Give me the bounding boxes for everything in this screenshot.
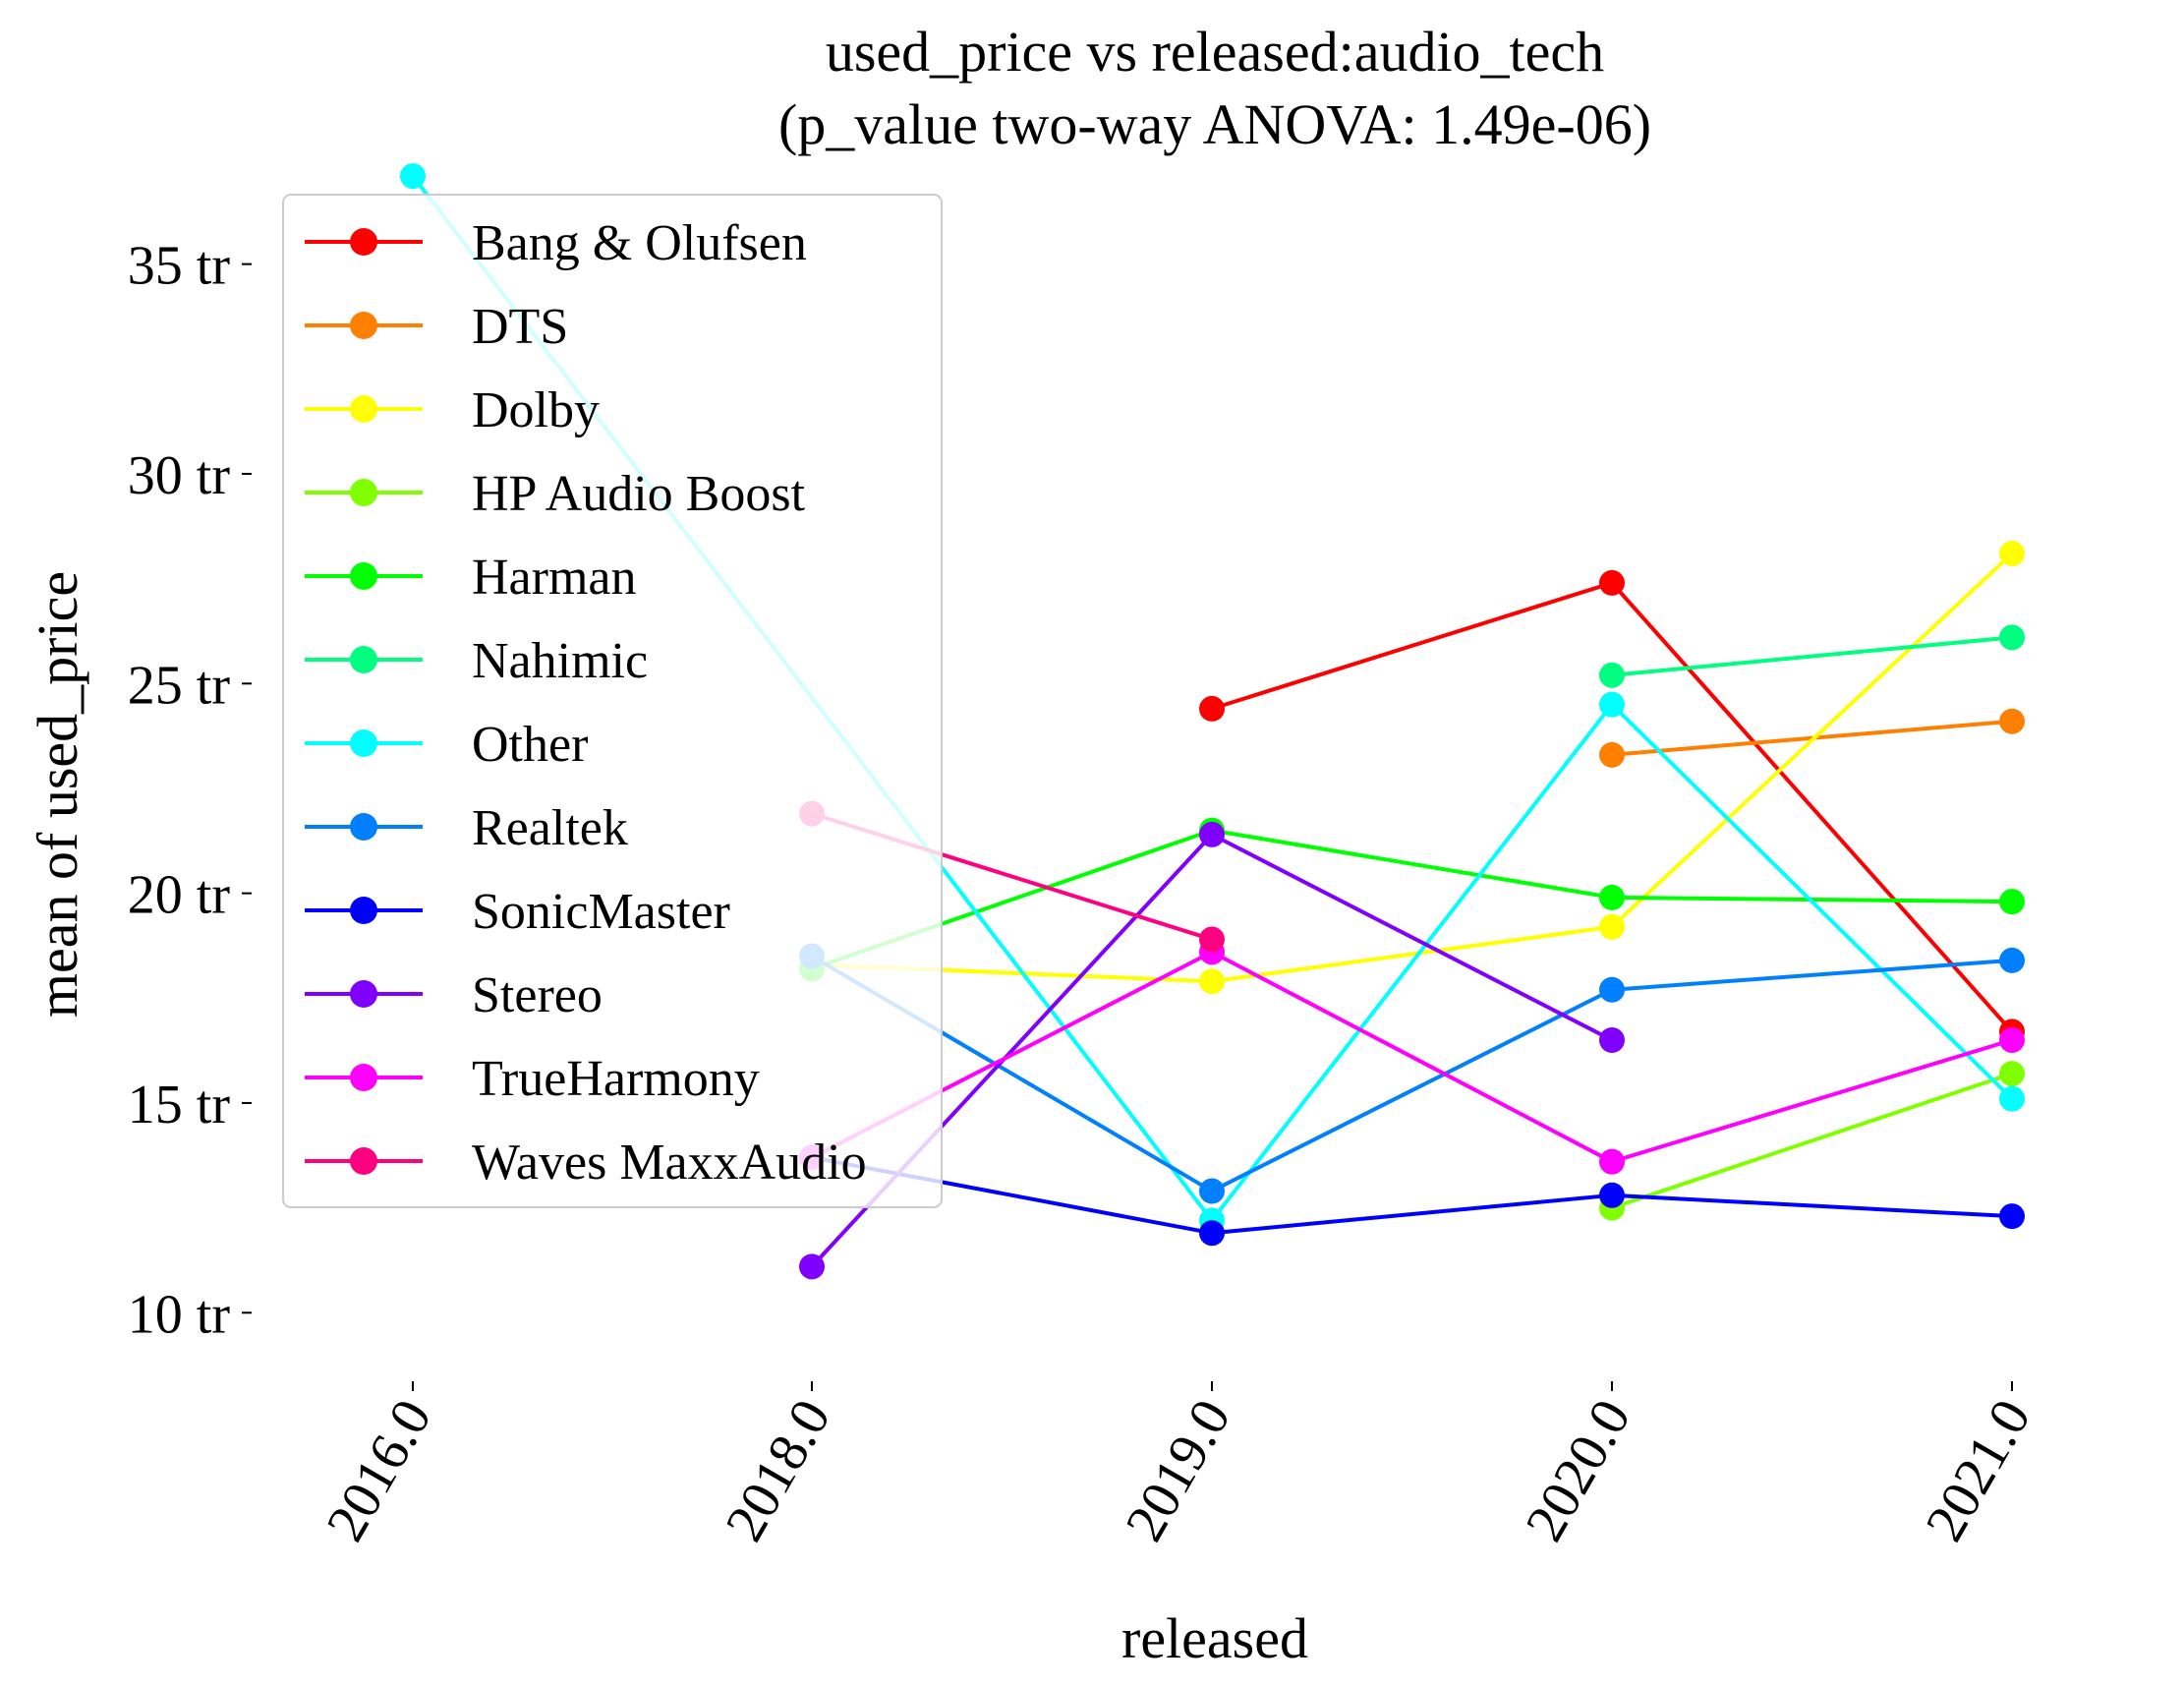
legend-label: DTS (472, 299, 568, 355)
chart-title: used_price vs released:audio_tech (826, 20, 1604, 84)
x-tick-label: 2018.0 (715, 1390, 843, 1551)
legend-item-bang-olufsen: Bang & Olufsen (305, 215, 807, 271)
legend-swatch-marker (350, 312, 377, 339)
data-point-bang-olufsen (1599, 569, 1625, 596)
data-point-nahimic (1599, 662, 1625, 688)
data-point-trueharmony (1599, 1148, 1625, 1175)
legend-item-trueharmony: TrueHarmony (305, 1051, 760, 1107)
legend-item-harman: Harman (305, 550, 636, 606)
legend-label: Realtek (472, 800, 628, 856)
data-point-sonicmaster (1599, 1182, 1625, 1208)
data-point-stereo (799, 1253, 825, 1280)
data-point-sonicmaster (1999, 1203, 2025, 1230)
legend-item-waves-maxxaudio: Waves MaxxAudio (305, 1135, 867, 1191)
legend-label: TrueHarmony (472, 1051, 760, 1107)
data-point-dolby (1199, 968, 1225, 995)
legend-label: Bang & Olufsen (472, 215, 807, 271)
legend-swatch-marker (350, 646, 377, 673)
x-tick-label: 2021.0 (1915, 1390, 2043, 1551)
data-point-hp-audio-boost (1999, 1061, 2025, 1087)
legend-label: SonicMaster (472, 884, 730, 940)
x-tick-label: 2019.0 (1115, 1390, 1243, 1551)
legend-swatch-marker (350, 813, 377, 841)
data-point-dolby (1999, 541, 2025, 567)
series-line-trueharmony (811, 950, 2013, 1164)
x-tick-label: 2016.0 (316, 1390, 444, 1551)
data-point-realtek (1599, 976, 1625, 1003)
legend-swatch-marker (350, 228, 377, 256)
data-point-waves-maxxaudio (1199, 926, 1225, 953)
data-point-stereo (1599, 1026, 1625, 1053)
data-point-realtek (1199, 1178, 1225, 1204)
legend-frame (282, 194, 943, 1208)
series-line-nahimic (1611, 635, 2013, 677)
y-axis-label: mean of used_price (26, 571, 89, 1018)
series-line-hp-audio-boost (1611, 1072, 2013, 1210)
series-line-realtek (810, 954, 2013, 1193)
series-bang-olufsen (1199, 569, 2025, 1045)
legend-swatch-marker (350, 395, 377, 423)
data-point-trueharmony (1999, 1026, 2025, 1053)
legend-swatch-marker (350, 1064, 377, 1091)
y-tick-label: 15 tr (128, 1075, 231, 1135)
chart-subtitle: (p_value two-way ANOVA: 1.49e-06) (778, 92, 1651, 156)
series-realtek (799, 943, 2025, 1204)
data-point-sonicmaster (1199, 1220, 1225, 1247)
legend-swatch-marker (350, 562, 377, 590)
legend-label: Harman (472, 550, 636, 606)
data-point-realtek (1999, 947, 2025, 973)
legend-swatch-marker (350, 1147, 377, 1175)
data-point-harman (1599, 884, 1625, 910)
series-stereo (799, 821, 1625, 1280)
legend-label: HP Audio Boost (472, 466, 806, 522)
data-point-other (1599, 691, 1625, 718)
data-point-harman (1999, 889, 2025, 915)
series-sonicmaster (799, 1144, 2025, 1247)
legend-item-dts: DTS (305, 299, 568, 355)
y-tick-label: 25 tr (128, 655, 231, 716)
legend: Bang & Olufsen DTS Dolby HP Audio Boost Harm… (282, 194, 943, 1208)
series-line-sonicmaster (811, 1155, 2013, 1236)
legend-items: Bang & Olufsen DTS Dolby HP Audio Boost Harm… (305, 215, 867, 1191)
data-point-other (400, 163, 426, 190)
y-axis: 10 tr 15 tr 20 tr 25 tr 30 tr 35 tr (128, 236, 252, 1345)
data-point-other (1999, 1085, 2025, 1112)
legend-swatch-marker (350, 479, 377, 506)
data-point-dolby (1599, 913, 1625, 940)
legend-label: Other (472, 717, 588, 773)
series-nahimic (1599, 624, 2025, 688)
x-tick-label: 2020.0 (1515, 1390, 1643, 1551)
legend-label: Dolby (472, 382, 600, 438)
legend-swatch-marker (350, 729, 377, 757)
data-point-dts (1599, 741, 1625, 768)
series-dolby (799, 541, 2025, 995)
series-line-dolby (811, 552, 2014, 984)
y-tick-label: 35 tr (128, 236, 231, 297)
data-point-dts (1999, 708, 2025, 734)
data-point-bang-olufsen (1199, 695, 1225, 722)
legend-item-stereo: Stereo (305, 967, 603, 1023)
legend-item-sonicmaster: SonicMaster (305, 884, 730, 940)
x-axis-label: released (1121, 1606, 1308, 1670)
y-tick-label: 20 tr (128, 865, 231, 926)
legend-item-dolby: Dolby (305, 382, 600, 438)
y-tick-label: 10 tr (128, 1284, 231, 1345)
legend-swatch-marker (350, 897, 377, 924)
legend-swatch-marker (350, 980, 377, 1008)
series-line-harman (811, 828, 2013, 971)
legend-item-hp-audio-boost: HP Audio Boost (305, 466, 806, 522)
x-axis: 2016.0 2018.0 2019.0 2020.0 2021.0 (316, 1381, 2043, 1551)
legend-label: Nahimic (472, 633, 648, 689)
data-point-nahimic (1999, 624, 2025, 651)
legend-item-other: Other (305, 717, 588, 773)
legend-label: Waves MaxxAudio (472, 1135, 867, 1191)
y-tick-label: 30 tr (128, 445, 231, 506)
data-point-stereo (1199, 821, 1225, 847)
legend-label: Stereo (472, 967, 603, 1023)
legend-item-realtek: Realtek (305, 800, 628, 856)
legend-item-nahimic: Nahimic (305, 633, 648, 689)
